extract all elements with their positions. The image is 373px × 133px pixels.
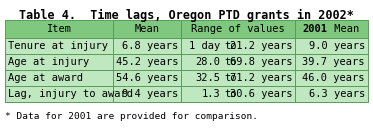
Text: Age at injury: Age at injury [8, 57, 89, 67]
Bar [295, 20, 368, 38]
Bar [5, 20, 113, 38]
Text: Range of values: Range of values [191, 24, 285, 34]
Text: 46.0 years: 46.0 years [303, 73, 365, 83]
Text: 39.7 years: 39.7 years [303, 57, 365, 67]
Bar [113, 20, 181, 38]
Text: Table 4.  Time lags, Oregon PTD grants in 2002*: Table 4. Time lags, Oregon PTD grants in… [19, 9, 354, 22]
Text: 71.2 years: 71.2 years [229, 73, 292, 83]
Text: 1.3: 1.3 [201, 89, 220, 99]
Text: 69.8 years: 69.8 years [229, 57, 292, 67]
Text: 6.3 years: 6.3 years [309, 89, 365, 99]
Text: 1 day: 1 day [189, 41, 220, 51]
Text: 28.0: 28.0 [195, 57, 220, 67]
Text: 30.6 years: 30.6 years [229, 89, 292, 99]
Text: Mean: Mean [135, 24, 160, 34]
Text: 9.0 years: 9.0 years [309, 41, 365, 51]
Text: to: to [224, 41, 236, 51]
Text: Tenure at injury: Tenure at injury [8, 41, 108, 51]
Text: 21.2 years: 21.2 years [229, 41, 292, 51]
Text: 9.4 years: 9.4 years [122, 89, 178, 99]
Text: to: to [224, 89, 236, 99]
Text: Mean: Mean [327, 24, 359, 34]
Text: Item: Item [47, 24, 72, 34]
Text: to: to [224, 57, 236, 67]
Text: 32.5: 32.5 [195, 73, 220, 83]
Text: to: to [224, 73, 236, 83]
Text: Lag, injury to award: Lag, injury to award [8, 89, 133, 99]
Text: 6.8 years: 6.8 years [122, 41, 178, 51]
Text: 54.6 years: 54.6 years [116, 73, 178, 83]
Bar [5, 38, 368, 102]
Text: Age at award: Age at award [8, 73, 83, 83]
Text: * Data for 2001 are provided for comparison.: * Data for 2001 are provided for compari… [5, 112, 258, 121]
Text: 45.2 years: 45.2 years [116, 57, 178, 67]
Text: 2001: 2001 [303, 24, 327, 34]
Bar [181, 20, 295, 38]
